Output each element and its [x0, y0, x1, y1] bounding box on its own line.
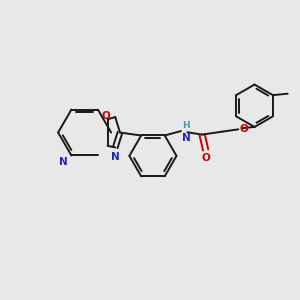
Text: N: N	[182, 134, 191, 143]
Text: H: H	[182, 122, 190, 130]
Text: O: O	[240, 124, 249, 134]
Text: O: O	[101, 111, 110, 121]
Text: O: O	[201, 154, 210, 164]
Text: N: N	[112, 152, 120, 161]
Text: N: N	[59, 157, 68, 167]
